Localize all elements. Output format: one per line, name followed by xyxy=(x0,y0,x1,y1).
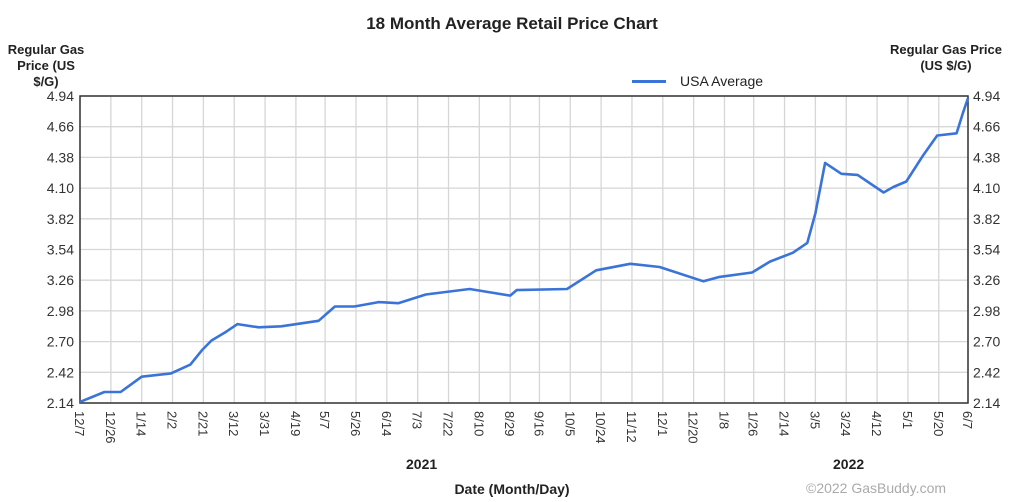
x-tick-label: 1/26 xyxy=(746,411,761,436)
y-tick-label-right: 3.82 xyxy=(973,211,1000,227)
x-tick-label: 8/10 xyxy=(471,411,486,436)
x-tick-label: 8/29 xyxy=(502,411,517,436)
x-tick-label: 3/31 xyxy=(257,411,272,436)
x-tick-label: 4/19 xyxy=(288,411,303,436)
x-tick-label: 10/5 xyxy=(562,411,577,436)
y-tick-label-left: 4.94 xyxy=(47,88,74,104)
y-tick-label-right: 4.38 xyxy=(973,149,1000,165)
x-tick-label: 12/7 xyxy=(72,411,87,436)
x-tick-label: 2/2 xyxy=(165,411,180,429)
y-tick-label-right: 4.94 xyxy=(973,88,1000,104)
x-tick-label: 3/24 xyxy=(838,411,853,436)
y-tick-label-left: 2.98 xyxy=(47,303,74,319)
x-tick-label: 12/26 xyxy=(103,411,118,444)
y-axis-label-right: Regular Gas Price (US $/G) xyxy=(890,42,1002,73)
x-tick-label: 12/1 xyxy=(655,411,670,436)
y-tick-label-left: 2.70 xyxy=(47,334,74,350)
y-tick-label-right: 3.26 xyxy=(973,272,1000,288)
x-tick-label: 6/14 xyxy=(379,411,394,436)
year-label-2021: 2021 xyxy=(406,456,438,472)
y-tick-label-right: 3.54 xyxy=(973,242,1000,258)
x-tick-label: 5/7 xyxy=(317,411,332,429)
y-axis-label-left: Regular Gas Price (US $/G) xyxy=(7,42,85,89)
year-label-2022: 2022 xyxy=(833,456,865,472)
y-tick-label-left: 2.14 xyxy=(47,395,74,411)
y-tick-label-right: 2.42 xyxy=(973,364,1000,380)
y-tick-label-left: 2.42 xyxy=(47,364,74,380)
x-axis-title: Date (Month/Day) xyxy=(454,481,570,497)
y-tick-label-left: 4.66 xyxy=(47,119,74,135)
y-tick-label-right: 2.70 xyxy=(973,334,1000,350)
legend: USA Average xyxy=(632,73,763,89)
x-tick-label: 3/12 xyxy=(226,411,241,436)
legend-swatch xyxy=(632,79,666,83)
x-tick-label: 9/16 xyxy=(531,411,546,436)
plot-frame xyxy=(79,95,969,404)
x-tick-label: 7/22 xyxy=(441,411,456,436)
x-tick-label: 2/14 xyxy=(777,411,792,436)
x-tick-label: 7/3 xyxy=(410,411,425,429)
x-tick-label: 5/20 xyxy=(931,411,946,436)
x-tick-label: 12/20 xyxy=(686,411,701,444)
y-tick-label-right: 2.98 xyxy=(973,303,1000,319)
x-tick-label: 3/5 xyxy=(807,411,822,429)
x-tick-label: 2/21 xyxy=(195,411,210,436)
x-tick-label: 11/12 xyxy=(624,411,639,443)
x-tick-label: 5/26 xyxy=(348,411,363,436)
y-tick-label-left: 3.82 xyxy=(47,211,74,227)
y-tick-label-left: 3.26 xyxy=(47,272,74,288)
legend-label: USA Average xyxy=(680,73,764,89)
y-tick-label-left: 4.38 xyxy=(47,149,74,165)
credit: ©2022 GasBuddy.com xyxy=(806,480,947,496)
y-tick-label-left: 4.10 xyxy=(47,180,74,196)
y-tick-label-right: 4.66 xyxy=(973,119,1000,135)
x-tick-label: 4/12 xyxy=(869,411,884,436)
x-tick-label: 6/7 xyxy=(960,411,975,429)
x-tick-label: 10/24 xyxy=(593,411,608,444)
y-tick-label-right: 4.10 xyxy=(973,180,1000,196)
y-tick-label-right: 2.14 xyxy=(973,395,1000,411)
x-tick-label: 1/14 xyxy=(134,411,149,436)
x-tick-label: 5/1 xyxy=(900,411,915,429)
chart-title: 18 Month Average Retail Price Chart xyxy=(366,14,658,33)
y-tick-label-left: 3.54 xyxy=(47,242,74,258)
x-tick-label: 1/8 xyxy=(716,411,731,429)
